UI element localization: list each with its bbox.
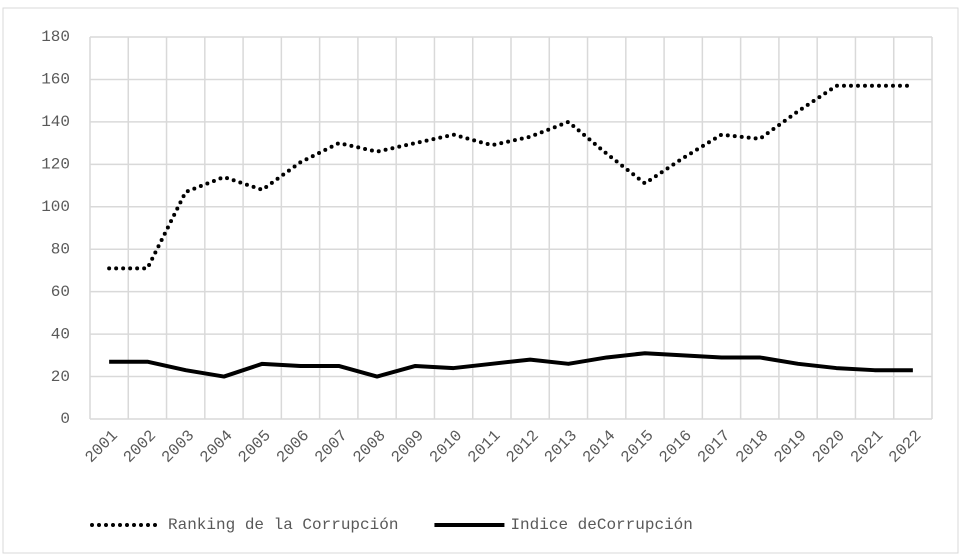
y-tick-label: 0 bbox=[60, 410, 70, 428]
y-tick-label: 60 bbox=[51, 283, 70, 301]
y-tick-label: 20 bbox=[51, 368, 70, 386]
y-tick-label: 80 bbox=[51, 240, 70, 258]
chart-border bbox=[2, 7, 959, 554]
y-tick-label: 40 bbox=[51, 325, 70, 343]
y-tick-label: 100 bbox=[41, 198, 70, 216]
y-tick-label: 160 bbox=[41, 71, 70, 89]
y-tick-label: 180 bbox=[41, 28, 70, 46]
legend-label: Ranking de la Corrupción bbox=[168, 516, 398, 534]
series-line bbox=[109, 351, 913, 379]
y-tick-label: 140 bbox=[41, 113, 70, 131]
legend-label: Indice deCorrupción bbox=[510, 516, 692, 534]
series-line bbox=[107, 83, 915, 271]
y-tick-label: 120 bbox=[41, 156, 70, 174]
